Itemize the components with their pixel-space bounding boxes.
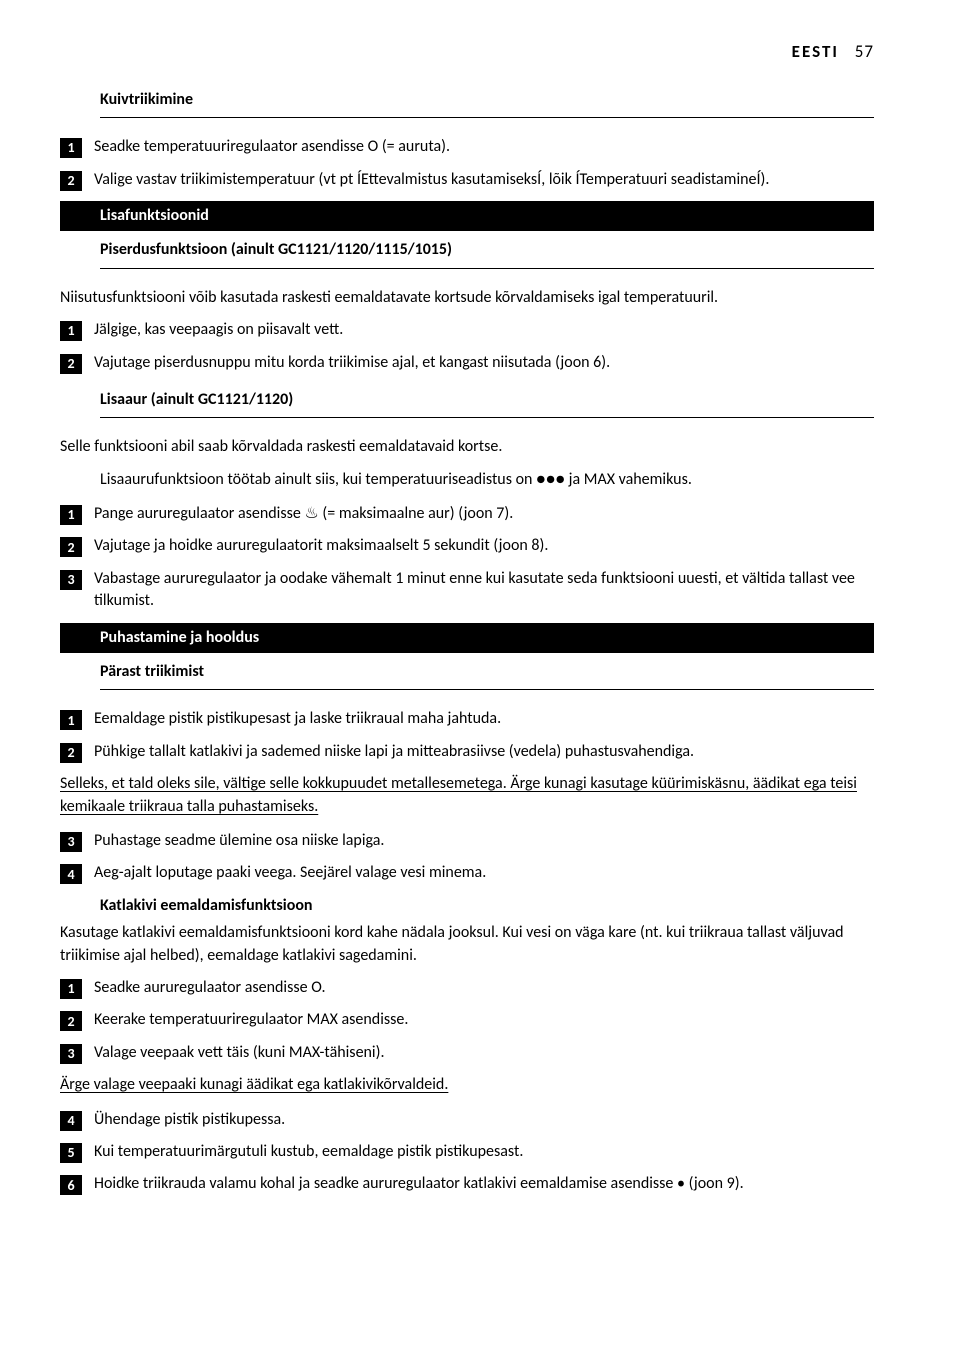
- step-number: 2: [60, 354, 82, 374]
- list-item: 2 Valige vastav triikimistemperatuur (vt…: [60, 169, 874, 191]
- list-item: 6 Hoidke triikrauda valamu kohal ja sead…: [60, 1173, 874, 1195]
- step-text: Kui temperatuurimärgutuli kustub, eemald…: [94, 1141, 874, 1163]
- step-text: Valage veepaak vett täis (kuni MAX-tähis…: [94, 1042, 874, 1064]
- list-item: 2 Vajutage piserdusnuppu mitu korda trii…: [60, 352, 874, 374]
- list-item: 2 Pühkige tallalt katlakivi ja sademed n…: [60, 741, 874, 763]
- step-text: Pühkige tallalt katlakivi ja sademed nii…: [94, 741, 874, 763]
- list-item: 1 Seadke aururegulaator asendisse O.: [60, 977, 874, 999]
- step-number: 1: [60, 979, 82, 999]
- intro-text: Niisutusfunktsiooni võib kasutada raskes…: [60, 287, 874, 309]
- step-text: Hoidke triikrauda valamu kohal ja seadke…: [94, 1173, 874, 1195]
- list-item: 1 Jälgige, kas veepaagis on piisavalt ve…: [60, 319, 874, 341]
- step-number: 1: [60, 710, 82, 730]
- step-number: 3: [60, 832, 82, 852]
- list-item: 1 Seadke temperatuuriregulaator asendiss…: [60, 136, 874, 158]
- language-label: EESTI: [792, 41, 839, 62]
- section-bar-lisafunktsioonid: Lisafunktsioonid: [60, 201, 874, 231]
- step-number: 6: [60, 1175, 82, 1195]
- step-text: Jälgige, kas veepaagis on piisavalt vett…: [94, 319, 874, 341]
- list-item: 4 Ühendage pistik pistikupessa.: [60, 1109, 874, 1131]
- intro-text: Selle funktsiooni abil saab kõrvaldada r…: [60, 436, 874, 458]
- list-item: 4 Aeg-ajalt loputage paaki veega. Seejär…: [60, 862, 874, 884]
- page-number: 57: [855, 41, 874, 62]
- step-number: 1: [60, 138, 82, 158]
- step-text: Ühendage pistik pistikupessa.: [94, 1109, 874, 1131]
- page-header: EESTI 57: [60, 40, 874, 64]
- step-number: 1: [60, 505, 82, 525]
- list-item: 2 Keerake temperatuuriregulaator MAX ase…: [60, 1009, 874, 1031]
- list-item: 2 Vajutage ja hoidke aururegulaatorit ma…: [60, 535, 874, 557]
- step-number: 2: [60, 171, 82, 191]
- list-item: 1 Eemaldage pistik pistikupesast ja lask…: [60, 708, 874, 730]
- section-title-piserdus: Piserdusfunktsioon (ainult GC1121/1120/1…: [100, 239, 874, 268]
- step-text: Seadke temperatuuriregulaator asendisse …: [94, 136, 874, 158]
- list-item: 1 Pange aururegulaator asendisse ♨ (= ma…: [60, 503, 874, 525]
- section-title-kuivtriikimine: Kuivtriikimine: [100, 89, 874, 118]
- step-number: 2: [60, 743, 82, 763]
- step-text: Seadke aururegulaator asendisse O.: [94, 977, 874, 999]
- list-item: 5 Kui temperatuurimärgutuli kustub, eema…: [60, 1141, 874, 1163]
- step-number: 4: [60, 1111, 82, 1131]
- step-number: 4: [60, 864, 82, 884]
- step-text: Vabastage aururegulaator ja oodake vähem…: [94, 568, 874, 613]
- step-number: 2: [60, 1011, 82, 1031]
- warning-text: Selleks, et tald oleks sile, vältige sel…: [60, 773, 874, 818]
- section-bar-puhastamine: Puhastamine ja hooldus: [60, 623, 874, 653]
- step-text: Valige vastav triikimistemperatuur (vt p…: [94, 169, 874, 191]
- list-item: 3 Puhastage seadme ülemine osa niiske la…: [60, 830, 874, 852]
- section-title-parast: Pärast triikimist: [100, 661, 874, 690]
- step-number: 5: [60, 1143, 82, 1163]
- section-title-lisaaur: Lisaaur (ainult GC1121/1120): [100, 389, 874, 418]
- step-text: Eemaldage pistik pistikupesast ja laske …: [94, 708, 874, 730]
- step-number: 3: [60, 570, 82, 590]
- list-item: 3 Vabastage aururegulaator ja oodake väh…: [60, 568, 874, 613]
- step-text: Vajutage ja hoidke aururegulaatorit maks…: [94, 535, 874, 557]
- subheading-text: Kasutage katlakivi eemaldamisfunktsiooni…: [60, 922, 874, 967]
- step-number: 2: [60, 537, 82, 557]
- subheading-katlakivi: Katlakivi eemaldamisfunktsioon: [100, 895, 874, 917]
- step-number: 3: [60, 1044, 82, 1064]
- step-text: Puhastage seadme ülemine osa niiske lapi…: [94, 830, 874, 852]
- list-item: 3 Valage veepaak vett täis (kuni MAX-täh…: [60, 1042, 874, 1064]
- step-text: Vajutage piserdusnuppu mitu korda triiki…: [94, 352, 874, 374]
- step-text: Aeg-ajalt loputage paaki veega. Seejärel…: [94, 862, 874, 884]
- warning-text: Ärge valage veepaaki kunagi äädikat ega …: [60, 1074, 874, 1096]
- note-text: Lisaaurufunktsioon töötab ainult siis, k…: [100, 469, 874, 491]
- step-number: 1: [60, 321, 82, 341]
- step-text: Keerake temperatuuriregulaator MAX asend…: [94, 1009, 874, 1031]
- step-text: Pange aururegulaator asendisse ♨ (= maks…: [94, 503, 874, 525]
